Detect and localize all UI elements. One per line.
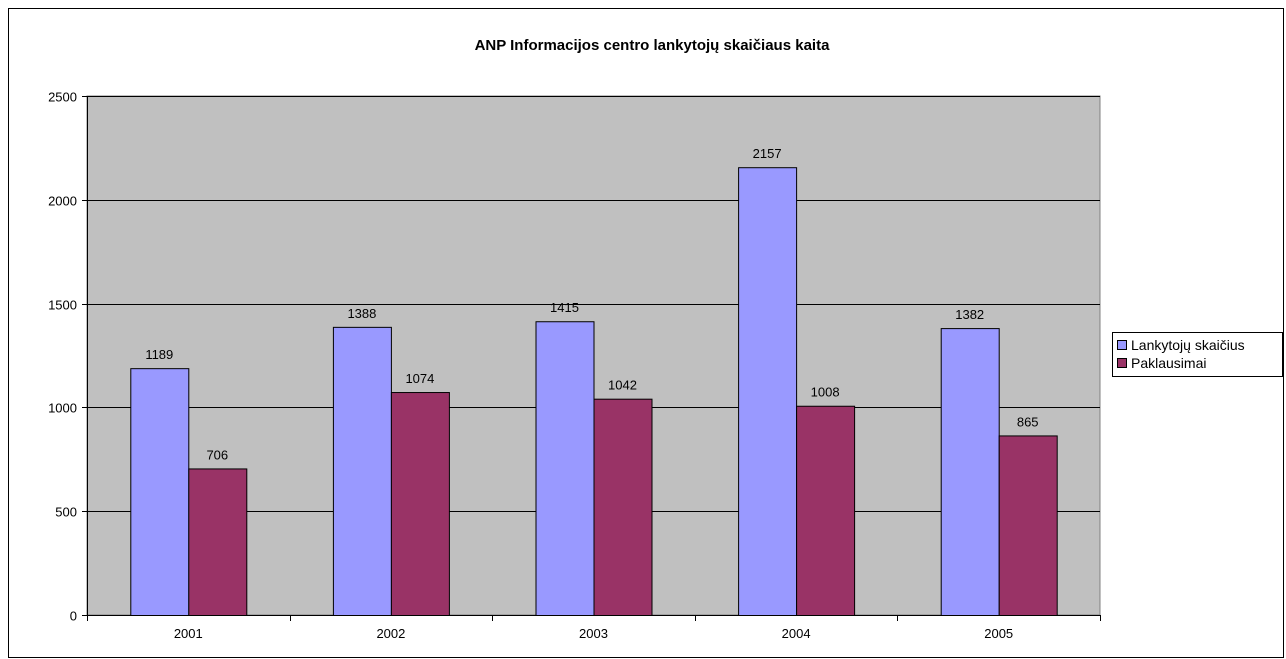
chart-title: ANP Informacijos centro lankytojų skaiči… bbox=[475, 37, 831, 54]
data-label: 1415 bbox=[550, 300, 579, 315]
bar-paklausimai bbox=[593, 398, 653, 616]
x-tick-label: 2005 bbox=[984, 626, 1013, 641]
x-tick-label: 2001 bbox=[174, 626, 203, 641]
data-label: 2157 bbox=[753, 146, 782, 161]
legend-swatch bbox=[1117, 358, 1127, 368]
bar-lankytoju bbox=[940, 328, 1000, 616]
bar-lankytoju bbox=[535, 321, 595, 616]
legend: Lankytojų skaičius Paklausimai bbox=[1112, 332, 1283, 377]
data-label: 706 bbox=[206, 447, 228, 462]
data-label: 865 bbox=[1017, 414, 1039, 429]
bar-lankytoju bbox=[130, 368, 190, 616]
bar-lankytoju bbox=[738, 167, 798, 617]
data-label: 1042 bbox=[608, 378, 637, 393]
x-tick-label: 2004 bbox=[782, 626, 811, 641]
x-tick-label: 2002 bbox=[376, 626, 405, 641]
y-tick-label: 1000 bbox=[48, 401, 77, 416]
bar-paklausimai bbox=[390, 392, 450, 616]
data-label: 1388 bbox=[347, 306, 376, 321]
x-tick-label: 2003 bbox=[579, 626, 608, 641]
data-label: 1189 bbox=[145, 347, 173, 362]
y-tick-label: 0 bbox=[70, 609, 77, 624]
legend-box bbox=[1112, 332, 1283, 377]
legend-label: Paklausimai bbox=[1131, 355, 1206, 371]
bar-lankytoju bbox=[332, 326, 392, 616]
y-tick-label: 2000 bbox=[48, 194, 77, 209]
bar-paklausimai bbox=[188, 468, 248, 616]
data-label: 1074 bbox=[405, 371, 434, 386]
legend-label: Lankytojų skaičius bbox=[1131, 337, 1245, 353]
y-tick-label: 2500 bbox=[48, 90, 77, 105]
plot-area: 0 500 1000 1500 2000 2500 2001 1189 706 2002 1388 1… bbox=[48, 90, 1101, 641]
legend-swatch bbox=[1117, 340, 1127, 350]
bar-paklausimai bbox=[998, 435, 1058, 616]
y-tick-label: 500 bbox=[55, 505, 77, 520]
data-label: 1008 bbox=[811, 385, 840, 400]
data-label: 1382 bbox=[955, 307, 984, 322]
y-tick-label: 1500 bbox=[48, 298, 77, 313]
bar-paklausimai bbox=[796, 405, 856, 616]
